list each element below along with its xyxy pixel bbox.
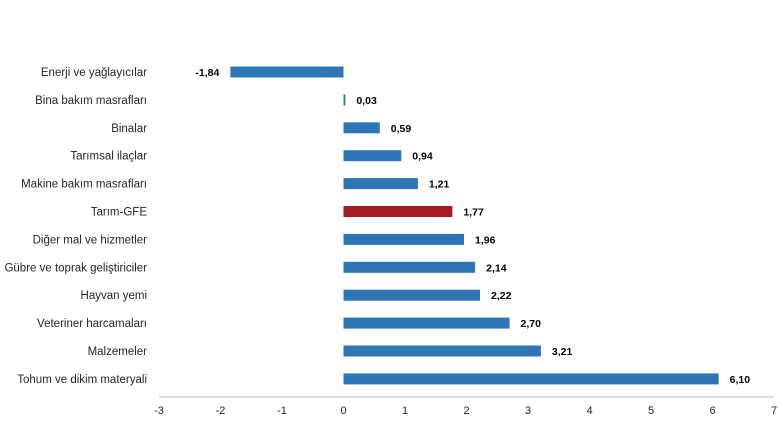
- bar: [343, 206, 453, 217]
- x-tick-label: 4: [586, 405, 592, 417]
- x-tick-label: -2: [216, 405, 226, 417]
- bar: [230, 66, 344, 78]
- data-label: 2,14: [486, 262, 507, 274]
- category-label: Tohum ve dikim materyali: [17, 374, 147, 386]
- x-tick-label: 5: [648, 405, 654, 417]
- data-label: 6,10: [730, 374, 751, 386]
- bar: [343, 178, 418, 190]
- bar: [343, 345, 541, 357]
- x-tick-label: 2: [463, 405, 469, 417]
- x-tick-label: -3: [154, 405, 164, 417]
- category-label: Malzemeler: [88, 346, 148, 358]
- category-label: Veteriner harcamaları: [37, 318, 147, 330]
- bar: [343, 373, 719, 385]
- x-tick-label: -1: [277, 405, 287, 417]
- category-label: Binalar: [111, 123, 147, 135]
- data-label: 2,70: [521, 318, 542, 330]
- data-label: 0,59: [391, 123, 412, 135]
- bar: [343, 317, 510, 329]
- x-tick-label: 3: [525, 405, 531, 417]
- data-label: 2,22: [491, 290, 512, 302]
- category-label: Diğer mal ve hizmetler: [33, 234, 148, 246]
- bar: [343, 289, 481, 301]
- bar: [343, 94, 346, 106]
- data-label: 1,96: [475, 234, 496, 246]
- category-label: Gübre ve toprak geliştiriciler: [4, 262, 147, 274]
- bar: [343, 122, 380, 134]
- category-label: Hayvan yemi: [81, 290, 147, 302]
- data-label: 0,03: [356, 95, 377, 107]
- category-label: Bina bakım masrafları: [35, 95, 147, 107]
- x-tick-label: 1: [402, 405, 408, 417]
- bar: [343, 233, 465, 245]
- x-tick-label: 6: [709, 405, 715, 417]
- category-label: Tarım-GFE: [91, 207, 148, 219]
- data-label: 1,77: [463, 207, 484, 219]
- category-label: Tarımsal ilaçlar: [70, 151, 147, 163]
- data-label: -1,84: [195, 67, 219, 79]
- bar: [343, 261, 476, 273]
- category-label: Makine bakım masrafları: [21, 179, 147, 191]
- data-label: 3,21: [552, 346, 573, 358]
- category-label: Enerji ve yağlayıcılar: [41, 67, 147, 79]
- data-label: 1,21: [429, 179, 450, 191]
- data-label: 0,94: [412, 151, 433, 163]
- x-tick-label: 7: [771, 405, 777, 417]
- x-tick-label: 0: [340, 405, 346, 417]
- bar: [343, 150, 402, 162]
